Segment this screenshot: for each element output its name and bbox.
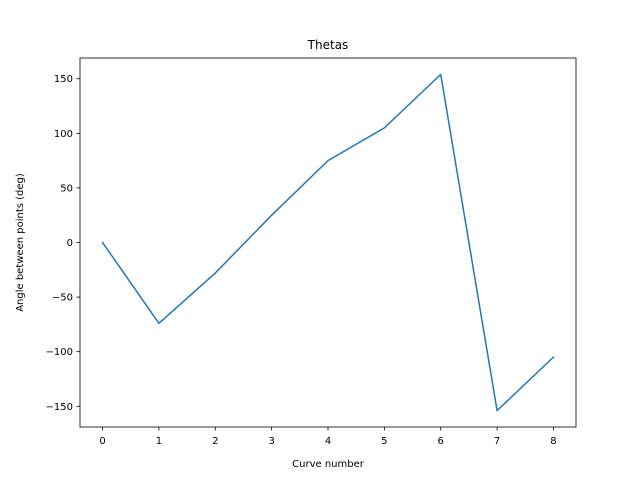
y-tick-label: 50: [60, 183, 73, 194]
chart-title: Thetas: [307, 38, 349, 52]
x-tick-label: 5: [381, 436, 387, 447]
x-tick-label: 0: [99, 436, 105, 447]
x-tick-label: 7: [494, 436, 500, 447]
y-axis-ticks: −150 −100 −50 0 50 100 150: [46, 74, 80, 413]
y-tick-label: 150: [54, 74, 73, 85]
y-tick-label: −150: [46, 402, 73, 413]
x-tick-label: 6: [438, 436, 444, 447]
y-tick-label: −50: [52, 293, 73, 304]
x-axis-ticks: 0 1 2 3 4 5 6 7 8: [99, 427, 557, 447]
series-line: [101, 73, 555, 412]
x-axis-label: Curve number: [292, 459, 365, 470]
x-tick-label: 2: [212, 436, 218, 447]
y-axis-label: Angle between points (deg): [15, 173, 26, 312]
y-tick-label: 100: [54, 129, 73, 140]
x-tick-label: 8: [550, 436, 556, 447]
plot-area-frame: [79, 57, 577, 428]
y-tick-label: 0: [67, 238, 73, 249]
x-tick-label: 4: [325, 436, 331, 447]
plot-series: [101, 73, 555, 412]
y-tick-label: −100: [46, 347, 73, 358]
x-tick-label: 3: [268, 436, 274, 447]
x-tick-label: 1: [156, 436, 162, 447]
